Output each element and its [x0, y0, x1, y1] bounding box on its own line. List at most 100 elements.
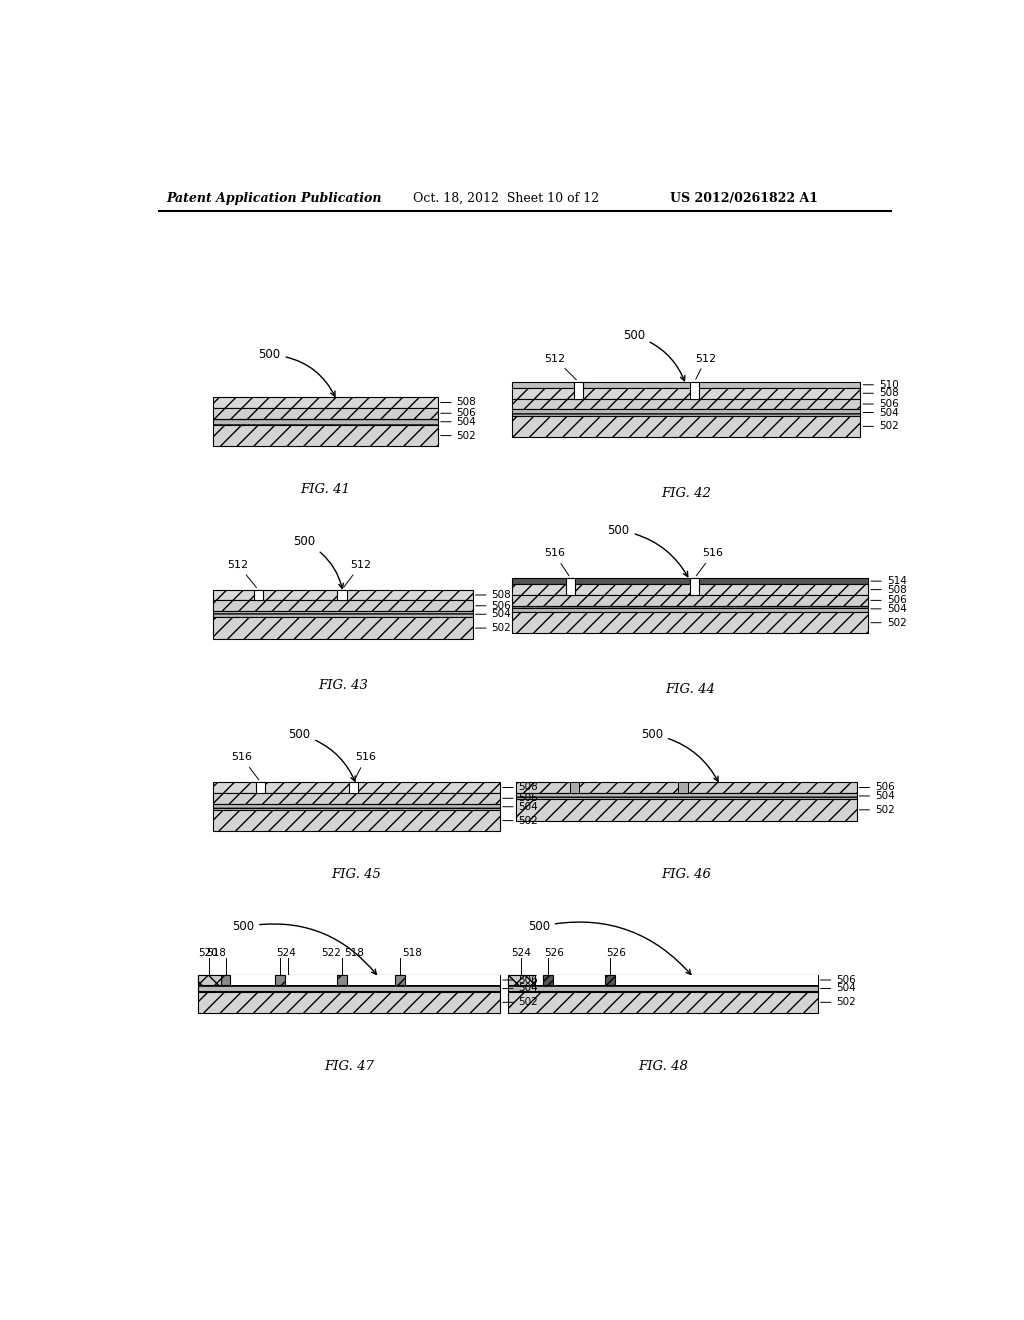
Text: 502: 502	[440, 430, 476, 441]
Text: FIG. 41: FIG. 41	[301, 483, 350, 496]
Bar	[508, 985, 818, 991]
Bar	[573, 381, 583, 399]
Bar	[512, 585, 868, 595]
Text: 504: 504	[863, 408, 899, 417]
Bar	[213, 397, 438, 408]
Text: 512: 512	[545, 354, 577, 380]
Bar	[198, 974, 500, 985]
Text: 526: 526	[545, 948, 564, 958]
Bar	[690, 578, 699, 595]
Text: 506: 506	[863, 399, 899, 409]
Bar	[213, 810, 500, 832]
Text: 502: 502	[870, 618, 906, 628]
Text: 518: 518	[402, 948, 422, 958]
Text: 500: 500	[293, 536, 343, 589]
Text: Oct. 18, 2012  Sheet 10 of 12: Oct. 18, 2012 Sheet 10 of 12	[414, 191, 599, 205]
Text: 506: 506	[859, 783, 895, 792]
Bar	[512, 416, 860, 437]
Text: 516: 516	[354, 752, 377, 780]
Bar	[213, 590, 473, 601]
Text: 508: 508	[476, 590, 511, 601]
Text: 506: 506	[503, 793, 539, 804]
Bar	[213, 418, 438, 425]
Text: 524: 524	[276, 948, 296, 958]
Bar	[508, 991, 818, 1014]
Bar	[515, 799, 856, 821]
Bar	[508, 974, 535, 985]
Bar	[221, 974, 230, 985]
Text: 512: 512	[227, 560, 256, 587]
Bar	[512, 606, 868, 612]
Text: 516: 516	[544, 548, 569, 576]
Text: 500: 500	[527, 920, 691, 974]
Text: 504: 504	[503, 801, 539, 812]
Text: 502: 502	[476, 623, 511, 634]
Bar	[213, 601, 473, 611]
Bar	[198, 985, 500, 991]
Text: 500: 500	[288, 727, 355, 781]
Bar	[543, 974, 554, 985]
Bar	[213, 611, 473, 618]
Bar	[512, 578, 868, 585]
Bar	[512, 381, 860, 388]
Text: US 2012/0261822 A1: US 2012/0261822 A1	[671, 191, 818, 205]
Text: 516: 516	[696, 548, 724, 576]
Text: 510: 510	[863, 380, 899, 389]
Bar	[690, 381, 699, 399]
Bar	[512, 409, 860, 416]
Text: 506: 506	[870, 595, 906, 606]
Bar	[198, 974, 221, 985]
Text: 500: 500	[641, 727, 718, 781]
Bar	[213, 425, 438, 446]
Bar	[337, 590, 346, 601]
Text: 506: 506	[820, 975, 856, 985]
Text: 502: 502	[820, 998, 856, 1007]
Text: 526: 526	[606, 948, 627, 958]
Text: 504: 504	[820, 983, 856, 994]
Text: 516: 516	[231, 752, 259, 780]
Bar	[256, 781, 265, 793]
Bar	[254, 590, 263, 601]
Text: FIG. 43: FIG. 43	[318, 680, 368, 693]
Bar	[515, 793, 856, 799]
Text: FIG. 42: FIG. 42	[662, 487, 711, 500]
Text: 508: 508	[503, 783, 539, 792]
Bar	[512, 595, 868, 606]
Text: 504: 504	[870, 603, 906, 614]
Bar	[213, 804, 500, 809]
Text: 500: 500	[623, 329, 685, 380]
Bar	[604, 974, 615, 985]
Bar	[512, 388, 860, 399]
Text: 508: 508	[440, 397, 476, 408]
Text: 506: 506	[440, 408, 476, 418]
Text: 500: 500	[232, 920, 377, 974]
Text: FIG. 44: FIG. 44	[665, 684, 715, 696]
Text: 514: 514	[870, 576, 906, 586]
Text: 512: 512	[695, 354, 717, 379]
Text: 524: 524	[511, 948, 531, 958]
Bar	[198, 974, 500, 985]
Text: 502: 502	[503, 998, 539, 1007]
Text: 504: 504	[476, 610, 511, 619]
Bar	[566, 578, 575, 595]
Text: 522: 522	[322, 948, 341, 958]
Text: 506: 506	[476, 601, 511, 611]
Text: FIG. 47: FIG. 47	[324, 1060, 374, 1073]
Text: 520: 520	[198, 948, 218, 958]
Bar	[337, 974, 346, 985]
Text: Patent Application Publication: Patent Application Publication	[167, 191, 382, 205]
Bar	[349, 781, 358, 793]
Text: 518: 518	[344, 948, 365, 958]
Text: 500: 500	[258, 348, 335, 396]
Text: FIG. 46: FIG. 46	[662, 869, 711, 880]
Text: FIG. 45: FIG. 45	[332, 869, 382, 880]
Text: 506: 506	[503, 975, 539, 985]
Text: 504: 504	[503, 983, 539, 994]
Text: 502: 502	[503, 816, 539, 825]
Bar	[512, 612, 868, 634]
Bar	[213, 618, 473, 639]
Text: 504: 504	[440, 417, 476, 426]
Bar	[512, 399, 860, 409]
Bar	[275, 974, 285, 985]
Text: 508: 508	[870, 585, 906, 594]
